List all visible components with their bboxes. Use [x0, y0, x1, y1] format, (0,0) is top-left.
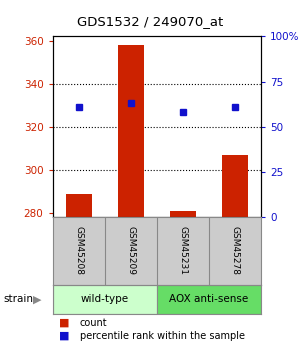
Text: GDS1532 / 249070_at: GDS1532 / 249070_at — [77, 14, 223, 28]
Text: percentile rank within the sample: percentile rank within the sample — [80, 331, 244, 341]
Text: ■: ■ — [58, 318, 69, 328]
Bar — [222, 155, 248, 217]
Text: AOX anti-sense: AOX anti-sense — [169, 294, 248, 304]
Bar — [157, 285, 261, 314]
Text: strain: strain — [3, 294, 33, 304]
Text: GSM45209: GSM45209 — [126, 226, 135, 276]
Text: GSM45278: GSM45278 — [230, 226, 239, 276]
Bar — [170, 211, 196, 217]
Text: ■: ■ — [58, 331, 69, 341]
Text: count: count — [80, 318, 107, 328]
Text: wild-type: wild-type — [81, 294, 129, 304]
Bar — [65, 194, 92, 217]
Text: GSM45231: GSM45231 — [178, 226, 187, 276]
Bar — [118, 45, 144, 217]
Bar — [52, 285, 157, 314]
Text: ▶: ▶ — [33, 294, 42, 304]
Text: GSM45208: GSM45208 — [74, 226, 83, 276]
